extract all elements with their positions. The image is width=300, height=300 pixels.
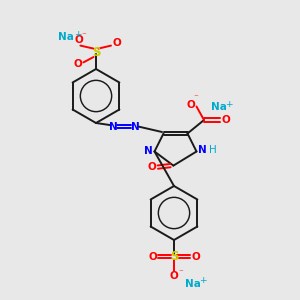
- Text: Na: Na: [211, 101, 227, 112]
- Text: ⁻: ⁻: [194, 94, 199, 103]
- Text: O: O: [147, 162, 156, 172]
- Text: N: N: [144, 146, 153, 157]
- Text: ⁻: ⁻: [178, 268, 183, 278]
- Text: O: O: [221, 115, 230, 125]
- Text: O: O: [112, 38, 121, 48]
- Text: ⁻: ⁻: [82, 32, 86, 40]
- Text: N: N: [197, 145, 206, 155]
- Text: O: O: [169, 271, 178, 281]
- Text: H: H: [209, 145, 217, 155]
- Text: Na: Na: [58, 32, 74, 42]
- Text: O: O: [74, 35, 83, 45]
- Text: +: +: [199, 276, 206, 285]
- Text: N: N: [109, 122, 118, 132]
- Text: +: +: [74, 30, 81, 39]
- Text: +: +: [225, 100, 232, 109]
- Text: N: N: [130, 122, 140, 132]
- Text: O: O: [186, 100, 195, 110]
- Text: O: O: [148, 251, 157, 262]
- Text: S: S: [170, 250, 178, 263]
- Text: Na: Na: [185, 279, 200, 289]
- Text: O: O: [74, 59, 82, 69]
- Text: O: O: [191, 251, 200, 262]
- Text: S: S: [92, 46, 100, 59]
